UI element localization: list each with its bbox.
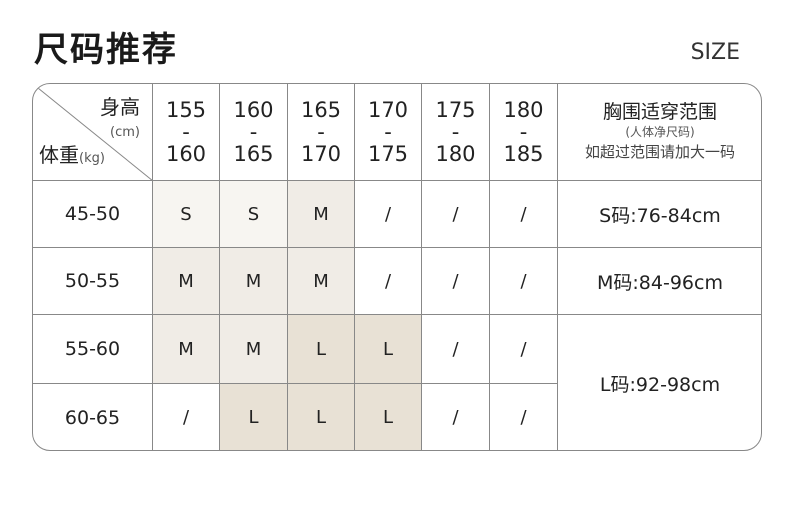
size-cell: L: [219, 383, 288, 450]
weight-range: 60-65: [33, 383, 153, 450]
height-column-header: 155-160: [152, 84, 220, 181]
diagonal-divider: [33, 84, 153, 181]
size-cell: /: [489, 247, 558, 315]
height-to: 175: [367, 142, 409, 166]
height-sep: -: [182, 120, 190, 144]
size-cell: L: [287, 383, 355, 450]
height-to: 160: [165, 142, 207, 166]
height-to: 165: [233, 142, 274, 166]
height-sep: -: [519, 120, 528, 144]
height-from: 155: [165, 98, 207, 122]
height-column-header: 170-175: [354, 84, 422, 181]
size-cell: /: [421, 180, 490, 248]
size-chart-table: 身高 (cm) 体重(kg) 155-160 160-165 165-170 170-…: [32, 83, 762, 451]
size-cell: /: [489, 314, 558, 384]
height-sep: -: [451, 120, 460, 144]
height-from: 180: [503, 98, 544, 122]
size-cell: L: [354, 314, 422, 384]
size-cell: /: [354, 247, 422, 315]
chest-range: L码:92-98cm: [557, 314, 761, 450]
size-cell: L: [354, 383, 422, 450]
height-column-header: 165-170: [287, 84, 355, 181]
page-title: 尺码推荐: [34, 30, 178, 70]
size-cell: M: [219, 247, 288, 315]
weight-range: 45-50: [33, 180, 153, 248]
size-cell: /: [421, 383, 490, 450]
height-sep: -: [317, 120, 325, 144]
table-row: 55-60 M M L L / / L码:92-98cm: [33, 314, 761, 450]
size-cell: S: [219, 180, 288, 248]
chest-chest-hint: 如超过范围请加大一码: [584, 143, 735, 161]
height-column-header: 160-165: [219, 84, 288, 181]
table-row: 60-65/L L L / /: [33, 383, 761, 450]
size-cell: L: [287, 314, 355, 384]
chest-chest-title: 胸围适穿范围: [602, 101, 717, 123]
height-to: 180: [435, 142, 476, 166]
height-label: 身高: [100, 95, 140, 119]
size-cell: M: [152, 247, 220, 315]
size-cell: /: [489, 180, 558, 248]
header-row: 身高 (cm) 体重(kg) 155-160 160-165 165-170 170-…: [33, 84, 761, 181]
chest-header: 胸围适穿范围 (人体净尺码) 如超过范围请加大一码: [557, 84, 761, 181]
height-to: 170: [300, 142, 342, 166]
size-cell: S: [152, 180, 220, 248]
size-cell: /: [152, 383, 220, 450]
chest-range: M码:84-96cm: [557, 247, 761, 315]
size-label: SIZE: [690, 40, 740, 65]
height-to: 185: [503, 142, 544, 166]
weight-range: 50-55: [33, 247, 153, 315]
chest-range: S码:76-84cm: [557, 180, 761, 248]
size-cell: M: [287, 247, 355, 315]
table-row: 50-55 M M M / / / M码:84-96cm: [33, 247, 761, 315]
height-unit: (cm): [110, 125, 140, 140]
chest-chest-note: (人体净尺码): [625, 125, 695, 139]
height-sep: -: [249, 120, 258, 144]
height-from: 160: [233, 98, 274, 122]
height-from: 175: [435, 98, 476, 122]
size-cell: /: [421, 314, 490, 384]
size-cell: M: [152, 314, 220, 384]
size-cell: /: [421, 247, 490, 315]
weight-label: 体重: [39, 143, 79, 167]
corner-cell: 身高 (cm) 体重(kg): [33, 84, 153, 181]
height-sep: -: [384, 120, 392, 144]
weight-unit: (kg): [79, 151, 105, 166]
height-from: 170: [367, 98, 409, 122]
height-column-header: 180-185: [489, 84, 558, 181]
table-row: 45-50 S S M / / / S码:76-84cm: [33, 180, 761, 248]
height-from: 165: [300, 98, 342, 122]
weight-range: 55-60: [33, 314, 153, 384]
height-column-header: 175-180: [421, 84, 490, 181]
size-cell: /: [489, 383, 558, 450]
size-cell: M: [219, 314, 288, 384]
size-cell: M: [287, 180, 355, 248]
size-cell: /: [354, 180, 422, 248]
